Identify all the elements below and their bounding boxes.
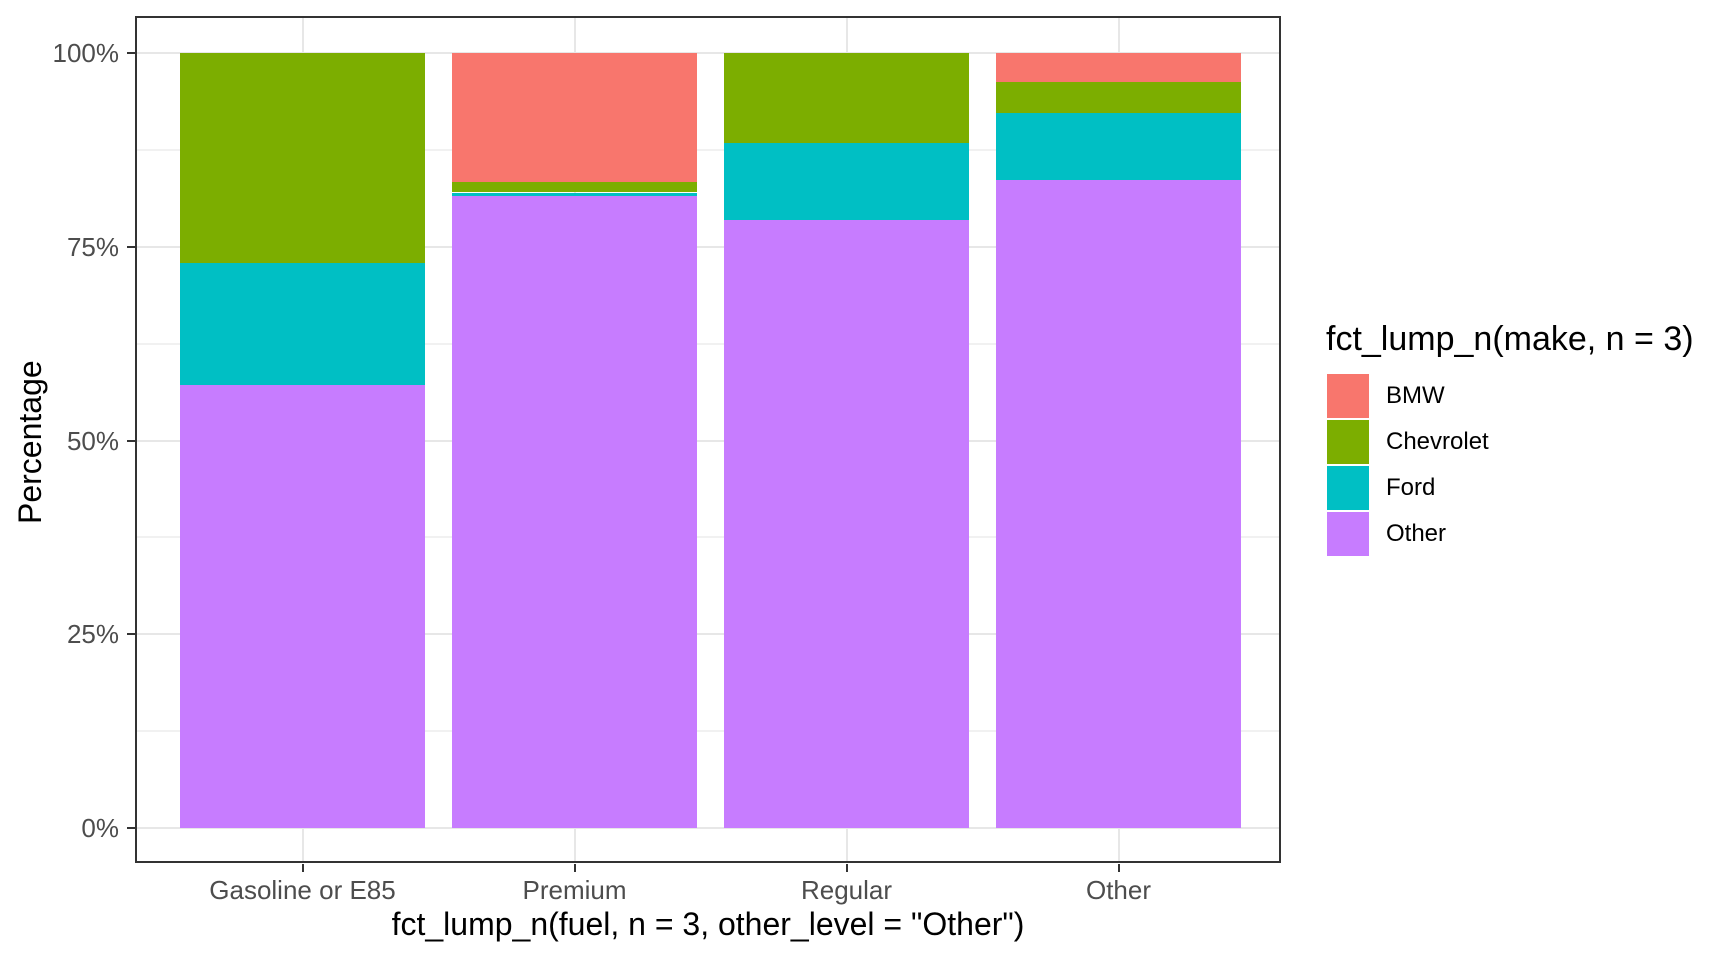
gridline-minor	[135, 148, 1281, 151]
bar-segment-other	[724, 219, 969, 828]
bar-segment-chevrolet	[724, 53, 969, 143]
bar-segment-chevrolet	[452, 182, 697, 193]
bar-segment-other	[996, 180, 1241, 828]
x-tick-label: Regular	[800, 875, 893, 905]
gridline-minor	[135, 342, 1281, 345]
bar-segment-bmw	[452, 53, 697, 183]
y-tick-mark	[127, 439, 135, 442]
legend: fct_lump_n(make, n = 3) BMW Chevrolet Ford…	[1326, 320, 1694, 556]
gridline-major	[135, 52, 1281, 54]
y-tick-label: 0%	[81, 813, 119, 843]
x-tick-mark	[573, 864, 576, 872]
plot-panel	[135, 16, 1281, 863]
y-tick-mark	[127, 827, 135, 829]
legend-item-ford: Ford	[1327, 466, 1694, 510]
gridline-major	[135, 439, 1281, 442]
legend-label: Other	[1386, 520, 1447, 547]
legend-swatch-bmw	[1327, 374, 1369, 418]
y-tick-label: 25%	[66, 619, 119, 650]
y-tick-mark	[127, 245, 135, 248]
legend-item-other: Other	[1327, 512, 1694, 556]
y-tick-label: 50%	[66, 425, 119, 456]
gridline-minor	[135, 730, 1281, 733]
bar-segment-ford	[724, 142, 969, 220]
legend-swatch-ford	[1327, 466, 1369, 510]
bar-segment-ford	[180, 263, 425, 386]
legend-label: Ford	[1386, 474, 1436, 501]
x-tick-mark	[1117, 864, 1120, 872]
legend-item-chevrolet: Chevrolet	[1327, 420, 1694, 464]
legend-label: BMW	[1386, 382, 1445, 409]
legend-items: BMW Chevrolet Ford Other	[1327, 374, 1694, 556]
bar-segment-bmw	[996, 53, 1241, 82]
x-tick-label: Other	[1085, 875, 1152, 905]
legend-label: Chevrolet	[1386, 428, 1489, 455]
x-tick-mark	[845, 864, 848, 872]
bar-segment-ford	[452, 192, 697, 197]
x-tick-mark	[301, 864, 304, 872]
gridline-major	[135, 633, 1281, 636]
legend-swatch-chevrolet	[1327, 420, 1369, 464]
legend-item-bmw: BMW	[1327, 374, 1694, 418]
legend-title: fct_lump_n(make, n = 3)	[1326, 320, 1694, 358]
y-tick-label: 75%	[66, 231, 119, 262]
x-tick-label: Premium	[522, 875, 627, 905]
bar-segment-ford	[996, 112, 1241, 181]
gridline-major	[135, 827, 1281, 829]
bar-segment-chevrolet	[996, 81, 1241, 113]
x-axis-title: fct_lump_n(fuel, n = 3, other_level = "O…	[391, 906, 1025, 942]
bar-segment-chevrolet	[180, 53, 425, 264]
y-tick-label: 100%	[52, 38, 120, 68]
bar-segment-other	[180, 385, 425, 828]
x-tick-label: Gasoline or E85	[209, 875, 396, 905]
bar-segment-other	[452, 196, 697, 828]
y-tick-mark	[127, 52, 135, 54]
legend-swatch-other	[1327, 512, 1369, 556]
gridline-minor	[135, 536, 1281, 539]
y-tick-mark	[127, 633, 135, 636]
gridline-major	[135, 245, 1281, 248]
